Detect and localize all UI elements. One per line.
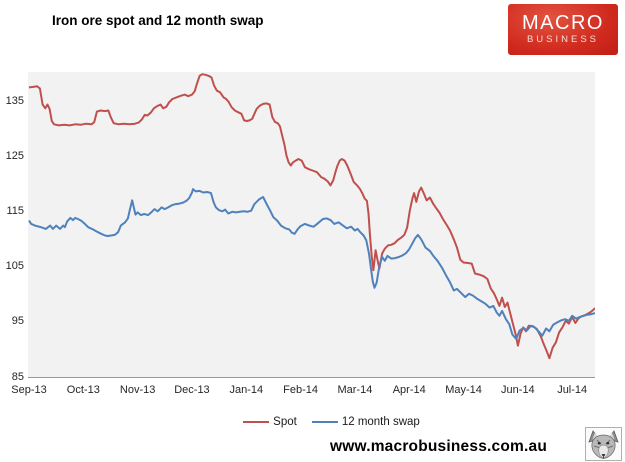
chart-legend: Spot 12 month swap xyxy=(0,416,625,428)
legend-item-12-month-swap: 12 month swap xyxy=(311,416,420,428)
y-tick-label: 115 xyxy=(6,205,24,218)
legend-label: Spot xyxy=(273,416,297,428)
x-tick-label: May-14 xyxy=(445,384,482,396)
legend-item-spot: Spot xyxy=(243,416,297,428)
x-tick-label: Feb-14 xyxy=(283,384,319,396)
x-tick-label: Apr-14 xyxy=(392,384,426,396)
chart-title: Iron ore spot and 12 month swap xyxy=(52,13,264,28)
macrobusiness-logo: MACRO BUSINESS xyxy=(508,4,618,55)
x-tick-label: Nov-13 xyxy=(119,384,156,396)
logo-text-macro: MACRO xyxy=(522,12,604,34)
y-tick-label: 85 xyxy=(11,370,24,383)
wolf-icon xyxy=(585,427,622,461)
series-line-12-month-swap xyxy=(28,188,595,340)
x-tick-label: Oct-13 xyxy=(66,384,100,396)
legend-swatch xyxy=(243,421,270,423)
plot-area xyxy=(28,72,595,378)
x-tick-label: Jun-14 xyxy=(501,384,535,396)
y-tick-label: 105 xyxy=(5,260,24,273)
logo-text-business: BUSINESS xyxy=(526,34,600,45)
legend-swatch xyxy=(311,421,338,423)
x-tick-label: Jul-14 xyxy=(557,384,588,396)
chart-canvas xyxy=(28,73,595,378)
x-tick-label: Mar-14 xyxy=(337,384,373,396)
y-tick-label: 135 xyxy=(5,95,24,108)
legend-label: 12 month swap xyxy=(341,416,420,428)
series-line-spot xyxy=(28,73,595,360)
x-tick-label: Jan-14 xyxy=(229,384,264,396)
y-tick-label: 125 xyxy=(5,150,24,163)
x-tick-label: Sep-13 xyxy=(11,384,47,396)
y-tick-label: 95 xyxy=(11,315,24,328)
x-tick-label: Dec-13 xyxy=(174,384,210,396)
website-watermark: www.macrobusiness.com.au xyxy=(330,438,547,455)
